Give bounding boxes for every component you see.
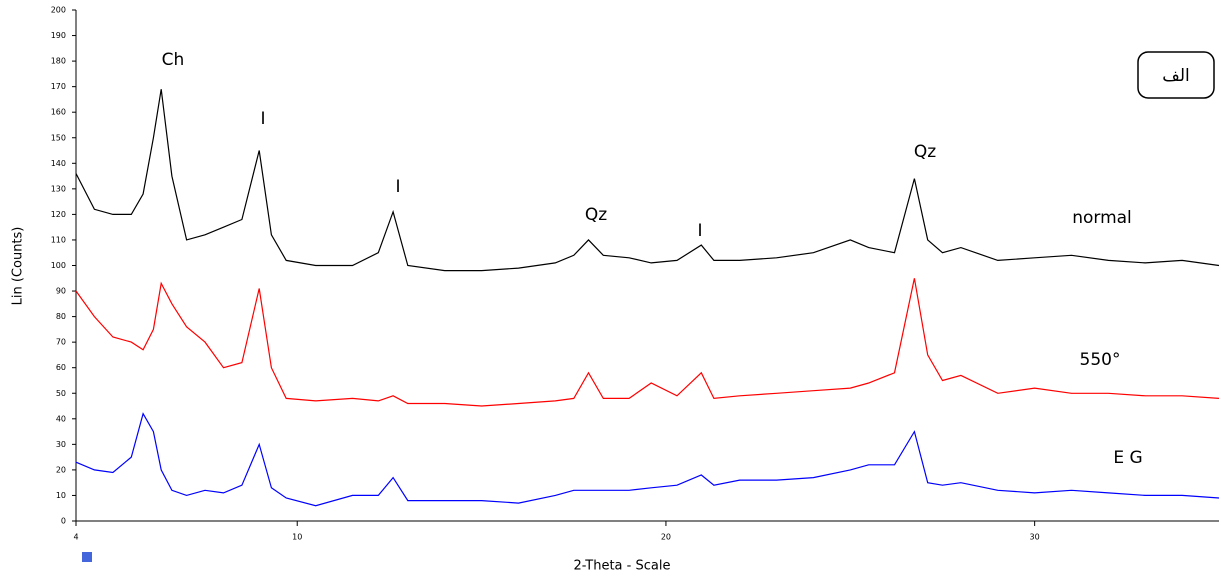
panel-label: الف [1162,66,1190,86]
peak-label: I [395,177,400,197]
y-tick-label: 30 [56,440,66,449]
series-line [75,278,1220,407]
y-tick-label: 90 [56,287,66,296]
y-tick-label: 20 [56,465,66,474]
y-tick-label: 120 [51,210,66,219]
y-tick-label: 130 [51,184,66,193]
peak-label: I [260,109,265,129]
y-tick-label: 140 [51,159,66,168]
y-tick-label: 200 [51,6,66,15]
y-tick-label: 150 [51,133,66,142]
x-tick-label: 30 [1030,533,1040,542]
y-tick-label: 70 [56,338,66,347]
series-label: 550° [1080,350,1121,370]
y-tick-label: 40 [56,414,66,423]
y-tick-label: 180 [51,57,66,66]
y-tick-label: 10 [56,491,66,500]
y-tick-label: 50 [56,389,66,398]
peak-label: I [697,221,702,241]
x-tick-label: 20 [661,533,671,542]
y-axis-label: Lin (Counts) [11,227,26,306]
x-tick-label: 4 [73,533,78,542]
peak-label: Qz [585,205,607,225]
y-tick-label: 80 [56,312,66,321]
x-axis-label: 2-Theta - Scale [574,559,671,574]
series-line [75,89,1220,272]
x-tick-label: 10 [292,533,302,542]
y-tick-label: 0 [61,517,66,526]
panel-box [1137,51,1215,99]
y-tick-label: 60 [56,363,66,372]
series-label: normal [1072,208,1132,228]
peak-label: Qz [914,142,936,162]
y-tick-label: 160 [51,108,66,117]
y-tick-label: 170 [51,82,66,91]
peak-label: Ch [162,50,185,70]
marker-icon [82,552,92,562]
series-line [75,412,1220,507]
y-tick-label: 190 [51,31,66,40]
y-tick-label: 110 [51,235,66,244]
series-label: E G [1113,448,1142,468]
y-tick-label: 100 [51,261,66,270]
